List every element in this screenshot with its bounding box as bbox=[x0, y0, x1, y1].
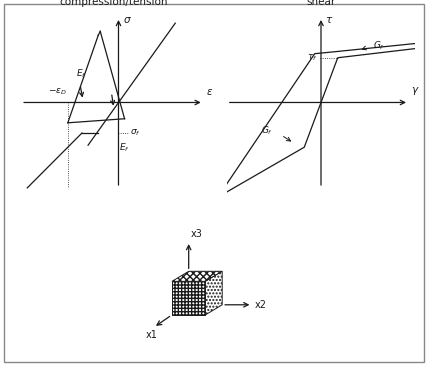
Text: $E_f$: $E_f$ bbox=[119, 141, 130, 154]
Text: x3: x3 bbox=[190, 229, 202, 239]
Text: x1: x1 bbox=[146, 330, 158, 340]
Text: $\sigma_f$: $\sigma_f$ bbox=[130, 128, 140, 138]
Text: $\gamma$: $\gamma$ bbox=[411, 85, 419, 97]
Text: $-\varepsilon_D$: $-\varepsilon_D$ bbox=[48, 87, 67, 97]
Text: $\varepsilon$: $\varepsilon$ bbox=[206, 87, 213, 97]
Text: $\tau$: $\tau$ bbox=[325, 15, 333, 25]
Polygon shape bbox=[205, 271, 222, 315]
Text: $\tau_f$: $\tau_f$ bbox=[307, 52, 318, 63]
Polygon shape bbox=[172, 271, 222, 281]
Text: x2: x2 bbox=[255, 300, 267, 310]
Text: $G_f$: $G_f$ bbox=[261, 125, 273, 137]
Text: shear: shear bbox=[306, 0, 336, 7]
Text: compression/tension: compression/tension bbox=[59, 0, 168, 7]
Text: $\sigma$: $\sigma$ bbox=[122, 15, 131, 25]
Polygon shape bbox=[172, 281, 205, 315]
Text: $E_f$: $E_f$ bbox=[76, 68, 86, 80]
Text: $G_f$: $G_f$ bbox=[373, 39, 385, 52]
